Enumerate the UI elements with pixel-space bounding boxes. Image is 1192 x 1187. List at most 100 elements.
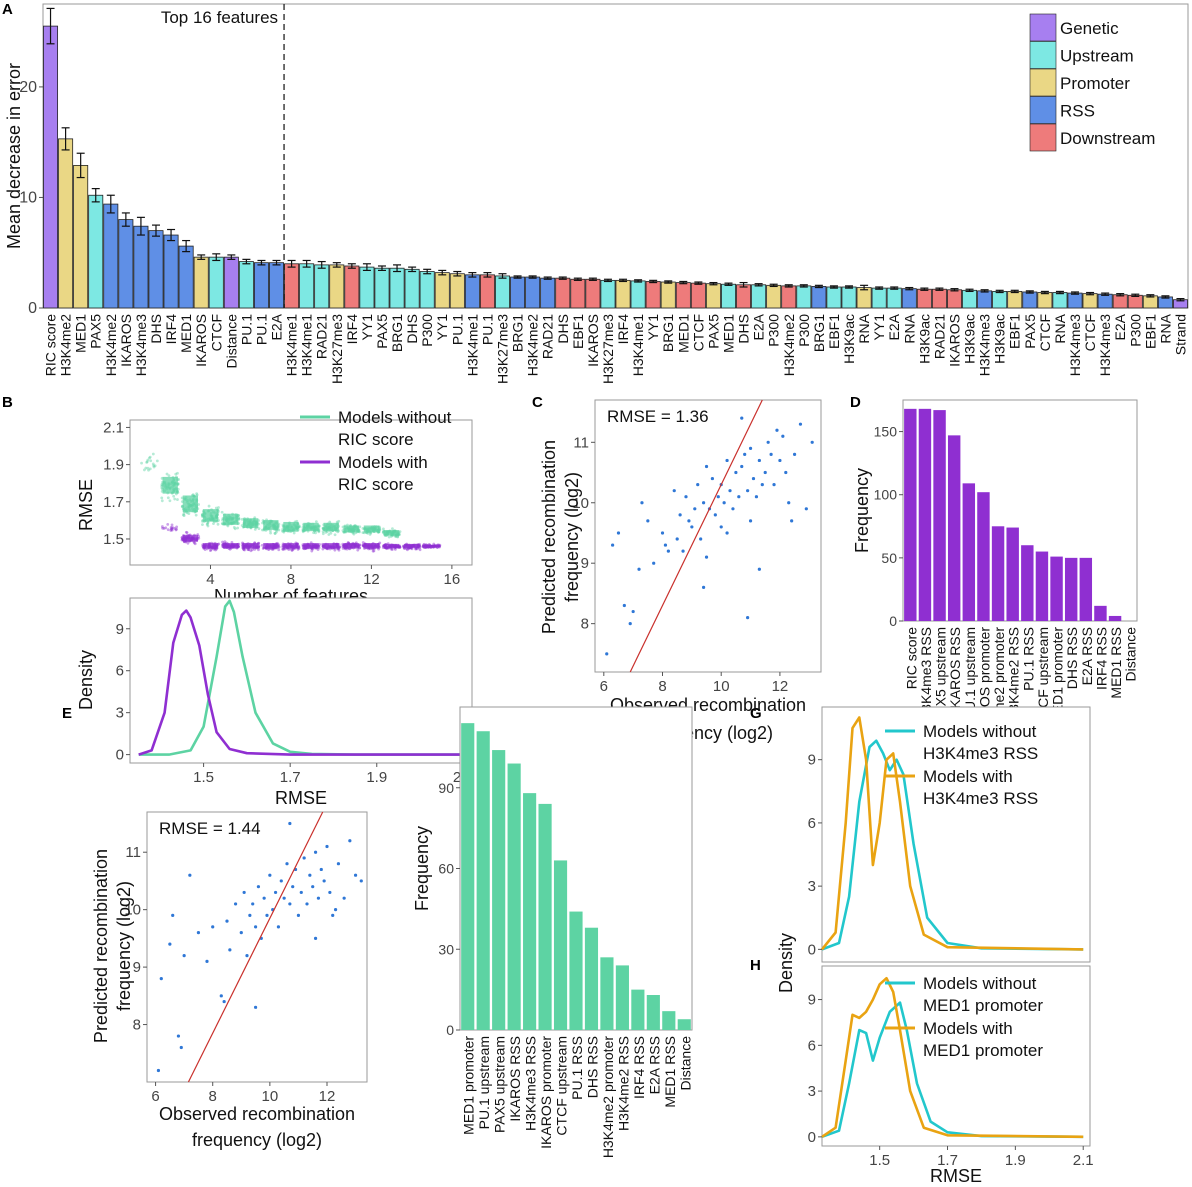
point [205, 523, 209, 526]
y-axis-label: Frequency [412, 826, 432, 911]
point [222, 999, 226, 1004]
chart-h-density: 0 3 6 9 1.5 1.7 1.9 2.1 RMSE Models without MED1 p… [808, 965, 1094, 1186]
x-axis-label: RMSE [275, 788, 327, 808]
bar [933, 410, 946, 621]
point [175, 527, 178, 531]
legend-label: RIC score [338, 430, 414, 449]
point [296, 913, 301, 918]
y-tick-label: 6 [808, 1037, 816, 1054]
bar [419, 271, 435, 309]
bar [992, 291, 1008, 309]
bar [404, 268, 420, 309]
x-tick-label: DHS [555, 314, 571, 344]
point-band [383, 543, 400, 549]
legend-swatch [1029, 68, 1057, 97]
y-tick-label: 8 [581, 616, 589, 633]
point [228, 948, 232, 952]
point [219, 994, 223, 998]
point [250, 548, 254, 552]
x-tick-label: CTCF upstream [554, 1036, 570, 1136]
y-tick-label: 6 [116, 663, 124, 680]
point [616, 531, 621, 535]
y-tick-label: 9 [808, 752, 816, 769]
point [725, 458, 729, 463]
x-tick-label: MED1 promoter [461, 1036, 477, 1135]
density-line-1 [820, 716, 1084, 951]
x-tick-label: H3K4me3 [1067, 314, 1083, 376]
point [308, 873, 312, 877]
point [798, 422, 803, 426]
bar [675, 282, 691, 309]
point [242, 890, 246, 895]
legend-swatch [1029, 41, 1057, 69]
x-tick-label: DHS [148, 314, 164, 344]
point [160, 486, 164, 490]
point-band [182, 534, 198, 542]
x-tick-label: PAX5 [88, 314, 104, 349]
point [253, 1005, 258, 1009]
point [176, 498, 179, 501]
density-line-0 [821, 739, 1084, 951]
y-tick-label: 9 [808, 992, 816, 1009]
point [666, 549, 670, 553]
point [328, 520, 332, 524]
point [170, 528, 174, 532]
bar [476, 731, 490, 1030]
point [194, 513, 198, 517]
point [192, 541, 196, 545]
x-tick-label: E2A RSS [646, 1036, 662, 1094]
bar [464, 274, 480, 309]
point [152, 465, 156, 469]
density-line-0 [138, 599, 464, 756]
y-tick-label: 9 [133, 959, 141, 976]
x-tick-label: BRG1 [660, 314, 676, 352]
x-tick-label: 1.7 [280, 769, 301, 786]
point [318, 543, 321, 546]
point [415, 547, 419, 551]
point [195, 492, 199, 496]
y-tick-label: 60 [438, 861, 454, 877]
point [734, 470, 738, 475]
x-tick-label: CTCF [1037, 314, 1053, 351]
point [221, 540, 224, 544]
point [704, 464, 709, 469]
bar [977, 492, 990, 621]
point [269, 531, 272, 535]
point [378, 528, 382, 531]
y-axis-label-line1: Predicted recombination [539, 440, 559, 634]
x-tick-label: RNA [1157, 313, 1173, 343]
point [186, 541, 190, 545]
point [146, 458, 150, 462]
bar [1108, 615, 1122, 621]
x-tick-label: H3K4me1 [630, 314, 646, 376]
point [170, 523, 174, 527]
point [319, 867, 323, 872]
bar [374, 267, 390, 309]
bar [118, 219, 134, 309]
x-tick-label: CTCF [1082, 314, 1098, 351]
x-tick-label: E2A [886, 313, 902, 340]
x-tick-label: CTCF upstream [1035, 627, 1051, 727]
point [414, 547, 418, 551]
bar [677, 1019, 691, 1030]
fit-line [629, 399, 763, 673]
point [209, 548, 213, 552]
point [757, 458, 761, 463]
point [156, 1068, 161, 1073]
point [271, 548, 274, 551]
density-line-1 [138, 609, 464, 756]
bar [553, 860, 568, 1030]
point [414, 547, 417, 551]
x-tick-label: 8 [658, 678, 666, 695]
bar [284, 263, 300, 309]
x-tick-label: H3K4me3 [1097, 314, 1113, 376]
bar [721, 283, 736, 309]
point [267, 547, 271, 551]
point [359, 879, 363, 883]
y-tick-label: 1.7 [103, 494, 124, 511]
x-tick-label: EBF1 [826, 314, 842, 349]
point [358, 543, 362, 547]
x-tick-label: H3K4me2 [525, 314, 541, 376]
point [389, 535, 393, 538]
